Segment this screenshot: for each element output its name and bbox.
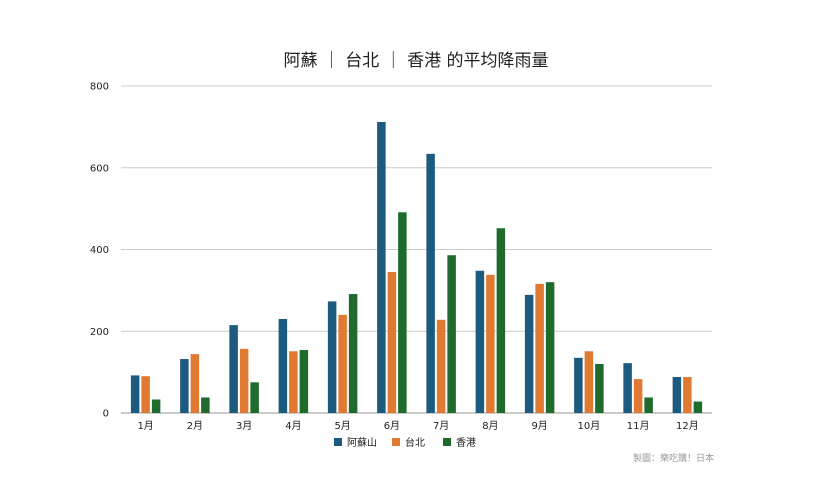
bar	[289, 351, 298, 413]
bar	[151, 399, 161, 413]
y-tick-label: 800	[90, 82, 109, 93]
bar	[436, 319, 446, 413]
bar	[475, 270, 485, 413]
bar	[486, 274, 495, 413]
x-tick-label: 2月	[187, 420, 203, 432]
bar	[387, 271, 397, 413]
bar	[683, 377, 692, 413]
bar	[644, 397, 653, 413]
legend-label: 阿蘇山	[347, 436, 377, 449]
x-tick-label: 12月	[676, 420, 699, 432]
x-tick-label: 4月	[285, 420, 301, 432]
credit-text: 製圖：樂吃購！日本	[633, 452, 714, 464]
bar	[398, 212, 407, 413]
y-tick-label: 400	[90, 245, 109, 256]
legend-swatch	[392, 438, 400, 446]
x-tick-label: 1月	[137, 420, 153, 432]
gridlines	[121, 85, 712, 414]
x-tick-label: 10月	[578, 420, 601, 432]
x-tick-label: 5月	[334, 420, 350, 432]
bar	[574, 357, 583, 413]
legend-swatch	[443, 438, 451, 446]
bar	[239, 348, 249, 413]
bar	[595, 363, 604, 413]
bar	[338, 314, 347, 413]
bar	[426, 153, 435, 414]
legend-label: 台北	[405, 436, 425, 449]
bar	[278, 318, 288, 413]
bar	[201, 397, 210, 413]
bar	[524, 294, 534, 413]
y-tick-label: 200	[90, 327, 109, 338]
y-tick-label: 0	[103, 409, 109, 420]
x-tick-label: 9月	[531, 420, 547, 432]
bar	[180, 359, 189, 413]
bar	[496, 228, 506, 413]
chart-title: 阿蘇 ｜ 台北 ｜ 香港 的平均降雨量	[283, 51, 548, 71]
bar	[130, 375, 140, 413]
legend-label: 香港	[456, 437, 476, 449]
x-tick-label: 11月	[627, 420, 650, 432]
bar	[190, 354, 200, 413]
legend: 阿蘇山 台北 香港	[334, 436, 476, 449]
x-tick-label: 3月	[236, 420, 252, 432]
bars	[130, 121, 703, 414]
y-tick-label: 600	[90, 163, 109, 174]
bar	[141, 376, 150, 413]
bar	[633, 379, 643, 413]
bar	[377, 121, 386, 413]
x-axis: 1月 2月 3月 4月 5月 6月 7月 8月 9月 10月 11月 12月	[137, 420, 698, 432]
y-axis: 0 200 400 600 800	[90, 82, 109, 420]
bar	[250, 382, 259, 413]
x-tick-label: 8月	[482, 420, 498, 432]
bar	[327, 301, 337, 413]
bar	[584, 351, 594, 413]
bar	[447, 255, 456, 413]
bar	[229, 325, 238, 413]
bar	[623, 363, 632, 413]
bar	[545, 282, 555, 413]
bar	[299, 350, 309, 413]
bar	[693, 401, 703, 413]
x-tick-label: 7月	[433, 420, 449, 432]
bar	[672, 377, 682, 413]
bar	[348, 294, 358, 413]
bar	[535, 283, 544, 413]
x-tick-label: 6月	[384, 420, 400, 432]
legend-swatch	[334, 438, 342, 446]
